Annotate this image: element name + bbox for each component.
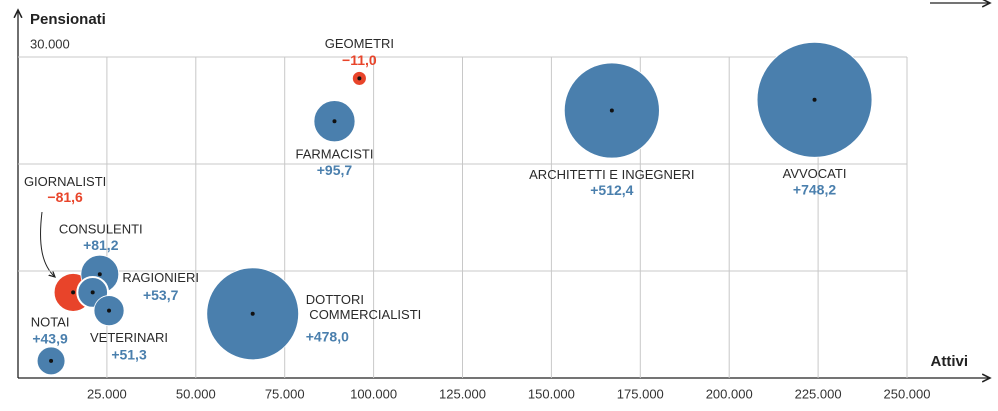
bubble-center	[332, 119, 337, 124]
bubble-label: GIORNALISTI	[24, 174, 106, 189]
bubble-center	[90, 290, 95, 295]
bubble-center	[357, 76, 362, 81]
bubble-center	[49, 358, 54, 363]
x-tick-label: 250.000	[884, 386, 931, 401]
value-label: +512,4	[590, 182, 633, 198]
bubble-label: RAGIONIERI	[122, 270, 199, 285]
bubble-center	[97, 272, 102, 277]
x-tick-label: 150.000	[528, 386, 575, 401]
value-label: +81,2	[83, 237, 119, 253]
y-axis-label: Pensionati	[30, 11, 106, 28]
x-tick-label: 200.000	[706, 386, 753, 401]
value-label: +95,7	[317, 162, 353, 178]
bubble-label: FARMACISTI	[295, 147, 373, 162]
bubble-label: VETERINARI	[90, 330, 168, 345]
y-tick-label: 30.000	[30, 36, 70, 51]
value-label: +53,7	[143, 287, 179, 303]
value-label: −81,6	[47, 189, 83, 205]
x-axis-label: Attivi	[931, 353, 969, 370]
bubble-label: GEOMETRI	[325, 36, 394, 51]
grid	[18, 56, 908, 378]
value-label: −11,0	[342, 52, 377, 68]
bubble-center	[71, 290, 76, 295]
x-tick-label: 175.000	[617, 386, 664, 401]
value-label: +51,3	[111, 346, 147, 362]
value-label: +748,2	[793, 182, 836, 198]
bubble-center	[812, 97, 817, 102]
x-tick-label: 50.000	[176, 386, 216, 401]
value-label: +43,9	[32, 331, 68, 347]
x-tick-label: 75.000	[265, 386, 305, 401]
bubble-label: NOTAI	[31, 314, 70, 329]
bubble-center	[107, 308, 112, 313]
bubble-label: ARCHITETTI E INGEGNERI	[529, 167, 694, 182]
x-tick-label: 225.000	[795, 386, 842, 401]
bubble-label: AVVOCATI	[783, 166, 847, 181]
x-tick-label: 100.000	[350, 386, 397, 401]
x-tick-label: 25.000	[87, 386, 127, 401]
x-tick-label: 125.000	[439, 386, 486, 401]
bubble-label: CONSULENTI	[59, 222, 143, 237]
bubble-center	[609, 108, 614, 113]
bubble-label: DOTTORI COMMERCIALISTI	[306, 292, 422, 322]
pointer-arrow	[40, 211, 55, 277]
value-label: +478,0	[306, 329, 349, 345]
bubble-center	[250, 311, 255, 316]
